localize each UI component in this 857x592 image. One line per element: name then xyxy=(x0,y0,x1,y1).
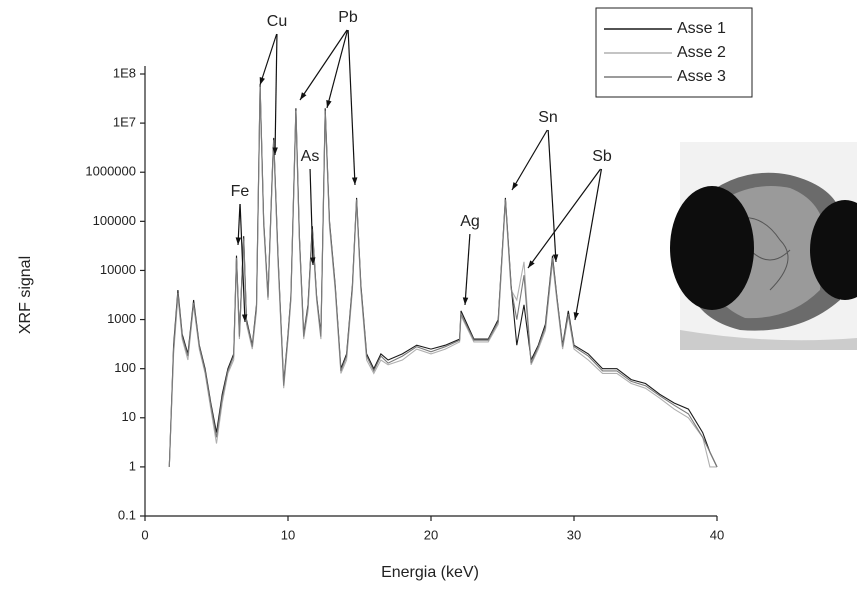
arrow-head xyxy=(272,147,278,155)
arrow-head xyxy=(326,100,332,108)
annotation-arrow xyxy=(464,233,471,306)
arrow-head xyxy=(310,257,316,265)
annotation: Cu xyxy=(267,13,287,30)
annotation: Fe xyxy=(231,183,250,200)
annotation-arrow xyxy=(527,168,602,269)
y-tick-label: 1E7 xyxy=(113,115,136,130)
y-tick-label: 1E8 xyxy=(113,65,136,80)
annotation-arrow xyxy=(239,203,246,323)
arrow-head xyxy=(300,92,307,100)
arrow-head xyxy=(351,177,358,185)
y-tick-label: 10000 xyxy=(100,262,136,277)
x-tick-label: 0 xyxy=(141,527,148,542)
annotation-arrow xyxy=(309,168,314,266)
legend-label: Asse 3 xyxy=(677,68,726,85)
x-tick-label: 30 xyxy=(567,527,581,542)
arrow-head xyxy=(573,312,579,320)
annotation-arrow xyxy=(347,29,356,186)
annotation: As xyxy=(301,148,320,165)
annotation: Sb xyxy=(592,148,612,165)
annotation: Pb xyxy=(338,9,358,26)
x-tick-label: 40 xyxy=(710,527,724,542)
annotation-arrow xyxy=(274,33,278,156)
series-line xyxy=(168,86,718,468)
annotation-arrow xyxy=(326,29,349,109)
y-tick-label: 1000000 xyxy=(85,164,136,179)
y-tick-label: 1000 xyxy=(107,311,136,326)
annotation-arrow xyxy=(259,33,278,86)
annotation-arrow xyxy=(511,129,548,191)
series-line xyxy=(168,84,718,468)
y-tick-label: 10 xyxy=(122,409,136,424)
series-line xyxy=(168,88,717,468)
photo-inset xyxy=(670,142,857,350)
y-tick-label: 100000 xyxy=(93,213,136,228)
arrow-head xyxy=(462,297,469,305)
x-axis-label: Energia (keV) xyxy=(381,564,479,581)
x-tick-label: 10 xyxy=(281,527,295,542)
annotation-arrow xyxy=(547,129,557,263)
y-tick-label: 1 xyxy=(129,458,136,473)
annotation-arrow xyxy=(574,168,603,321)
legend-label: Asse 2 xyxy=(677,44,726,61)
arrow-head xyxy=(512,182,519,190)
legend-label: Asse 1 xyxy=(677,20,726,37)
x-tick-label: 20 xyxy=(424,527,438,542)
annotation: Sn xyxy=(538,109,558,126)
arrow-head xyxy=(235,237,242,245)
arrow-head xyxy=(241,314,248,322)
annotation-arrow xyxy=(299,29,348,101)
arrow-head xyxy=(259,77,265,85)
y-tick-label: 100 xyxy=(114,360,136,375)
arrow-head xyxy=(528,260,535,268)
annotation: Ag xyxy=(460,213,480,230)
arrow-head xyxy=(552,254,559,262)
y-axis-label: XRF signal xyxy=(17,256,34,334)
y-tick-label: 0.1 xyxy=(118,507,136,522)
